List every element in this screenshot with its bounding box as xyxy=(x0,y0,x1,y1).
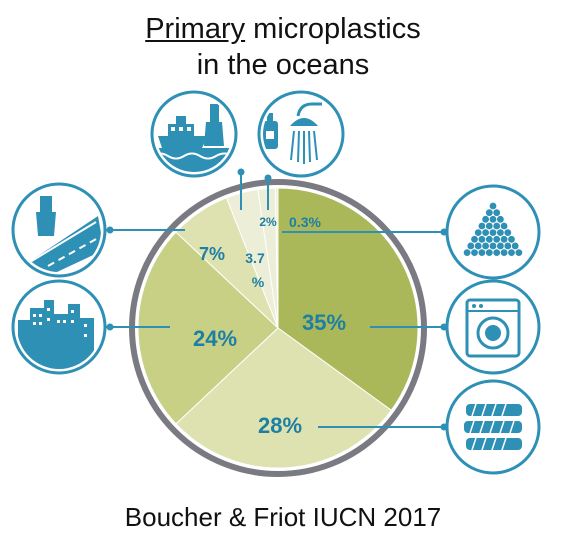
personal-care-icon xyxy=(257,90,345,178)
pellet xyxy=(489,229,497,237)
slice-label-24: 24% xyxy=(193,326,237,351)
pellet xyxy=(482,215,489,223)
pellet xyxy=(497,242,504,250)
marine-coatings-icon xyxy=(150,90,238,178)
pie-slice-tires xyxy=(175,327,392,469)
pellet xyxy=(500,249,508,257)
pellet xyxy=(478,249,486,257)
pellet xyxy=(485,222,493,230)
road-markings-icon xyxy=(11,182,107,278)
pellet xyxy=(467,242,475,250)
pellet xyxy=(485,235,493,243)
pellet xyxy=(478,235,486,243)
slice-label-3-7: 3.7% xyxy=(245,250,265,290)
pellet xyxy=(485,209,493,217)
title-rest: microplastics xyxy=(245,13,421,45)
pellet xyxy=(504,229,512,237)
pellet xyxy=(508,235,515,243)
pellet xyxy=(474,229,482,237)
pellet xyxy=(515,249,523,257)
pellet xyxy=(500,235,508,243)
leader-dot-city xyxy=(106,323,114,331)
slice-label-35: 35% xyxy=(302,310,346,335)
pellet xyxy=(511,242,519,250)
pellet xyxy=(497,215,504,223)
leader-dot-care xyxy=(264,174,272,182)
pellet xyxy=(482,229,489,237)
pie-slice-washing xyxy=(277,187,419,411)
pellet xyxy=(489,202,497,210)
pellet xyxy=(474,242,482,250)
pie-slices xyxy=(137,187,419,469)
slice-label-28: 28% xyxy=(258,413,302,438)
pellet xyxy=(493,249,501,257)
slice-label-7: 7% xyxy=(199,244,225,264)
plastic-pellets-icon xyxy=(445,184,541,280)
leader-dot-road xyxy=(106,226,114,234)
tires-icon xyxy=(445,379,541,475)
pellet xyxy=(497,229,504,237)
pellet xyxy=(482,242,489,250)
source-citation: Boucher & Friot IUCN 2017 xyxy=(124,502,442,532)
chart-title-line-2: in the oceans xyxy=(196,49,370,81)
leader-dot-marine xyxy=(237,168,245,176)
pellet xyxy=(493,222,501,230)
city-dust-icon xyxy=(11,279,107,375)
pellet xyxy=(493,209,501,217)
pellet xyxy=(478,222,486,230)
pellet xyxy=(504,242,512,250)
slice-label-2: 2% xyxy=(259,215,277,229)
washing-machine-icon xyxy=(445,279,541,375)
leader-lines xyxy=(103,172,450,428)
pellet xyxy=(493,235,501,243)
pellet xyxy=(471,235,478,243)
pellet xyxy=(508,249,515,257)
chart-title-line-1: Primary microplastics xyxy=(0,12,566,46)
pie-slice-plastic-pellets xyxy=(274,187,279,329)
slice-label-0-3: 0.3% xyxy=(289,214,321,230)
pellet xyxy=(485,249,493,257)
pellet xyxy=(489,242,497,250)
pellet xyxy=(500,222,508,230)
title-underlined-word: Primary xyxy=(145,13,246,45)
pellet xyxy=(471,249,478,257)
pellet xyxy=(463,249,471,257)
pellet xyxy=(489,215,497,223)
